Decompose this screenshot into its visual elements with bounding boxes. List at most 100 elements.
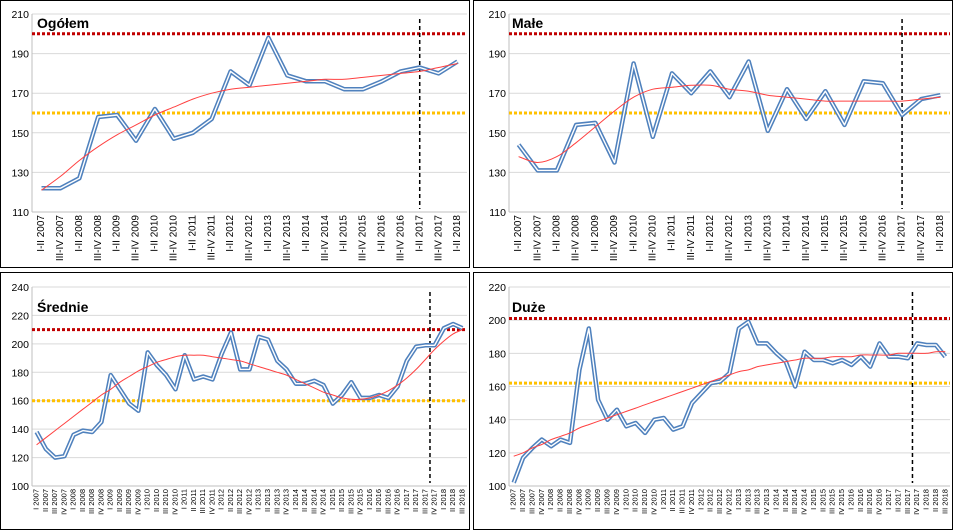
data-point-duze-1 xyxy=(522,457,524,459)
x-tick-duze-38: III 2016 xyxy=(865,489,874,514)
data-point-srednie-30 xyxy=(313,380,315,382)
x-tick-male-20: I-II 2017 xyxy=(897,215,908,252)
data-point-ogolem-17 xyxy=(362,88,364,90)
x-tick-srednie-37: II 2016 xyxy=(374,489,383,512)
y-tick-srednie-7: 240 xyxy=(11,282,29,294)
data-point-duze-42 xyxy=(907,358,909,360)
x-tick-duze-41: II 2017 xyxy=(893,489,902,512)
x-tick-duze-26: III 2013 xyxy=(753,489,762,514)
data-point-ogolem-12 xyxy=(268,37,270,39)
x-tick-duze-3: IV 2007 xyxy=(537,489,546,515)
data-point-duze-34 xyxy=(832,362,834,364)
data-point-srednie-23 xyxy=(249,369,251,371)
y-tick-duze-5: 200 xyxy=(488,315,506,327)
x-tick-srednie-15: IV 2010 xyxy=(170,489,179,515)
x-tick-duze-36: I 2016 xyxy=(846,489,855,510)
x-tick-srednie-42: III 2017 xyxy=(420,489,429,514)
data-point-srednie-41 xyxy=(415,346,417,348)
x-tick-duze-27: IV 2013 xyxy=(762,489,771,515)
y-tick-srednie-4: 180 xyxy=(11,367,29,379)
y-tick-duze-6: 220 xyxy=(488,282,506,294)
x-tick-ogolem-2: I-II 2008 xyxy=(74,215,85,252)
x-tick-duze-33: II 2015 xyxy=(818,489,827,512)
x-tick-srednie-9: II 2009 xyxy=(115,489,124,512)
x-tick-srednie-21: II 2012 xyxy=(226,489,235,512)
x-tick-duze-2: III 2007 xyxy=(527,489,536,514)
data-point-srednie-7 xyxy=(101,421,103,423)
x-tick-duze-12: I 2010 xyxy=(621,489,630,510)
x-tick-srednie-26: III 2013 xyxy=(272,489,281,514)
x-tick-ogolem-11: III-IV 2012 xyxy=(244,215,255,262)
data-point-srednie-14 xyxy=(165,374,167,376)
x-tick-srednie-8: I 2009 xyxy=(106,489,115,510)
x-tick-ogolem-0: I-II 2007 xyxy=(36,215,47,252)
data-point-duze-14 xyxy=(644,432,646,434)
x-tick-srednie-36: I 2016 xyxy=(365,489,374,510)
x-tick-male-14: I-II 2014 xyxy=(782,215,793,252)
x-tick-duze-17: II 2011 xyxy=(668,489,677,511)
x-tick-ogolem-20: I-II 2017 xyxy=(414,215,425,252)
panel-duze: 100 120 140 160 180 200 220 I 2007 II 2007 III 20… xyxy=(473,272,953,530)
data-point-duze-33 xyxy=(823,359,825,361)
y-tick-ogolem-5: 210 xyxy=(11,9,29,21)
data-point-srednie-32 xyxy=(332,403,334,405)
x-tick-duze-11: IV 2009 xyxy=(612,489,621,515)
series-core-ogolem xyxy=(41,37,458,189)
x-tick-duze-4: I 2008 xyxy=(546,489,555,510)
x-tick-srednie-18: III 2011 xyxy=(198,489,207,513)
data-point-srednie-46 xyxy=(462,327,464,329)
x-tick-duze-16: I 2011 xyxy=(659,489,668,509)
data-point-male-6 xyxy=(633,63,635,65)
y-tick-srednie-2: 140 xyxy=(11,424,29,436)
data-point-ogolem-2 xyxy=(78,178,80,180)
x-tick-male-1: III-IV 2007 xyxy=(532,215,543,262)
data-point-srednie-5 xyxy=(82,430,84,432)
y-tick-duze-1: 120 xyxy=(488,448,506,460)
x-tick-ogolem-14: I-II 2014 xyxy=(301,215,312,252)
x-tick-srednie-20: I 2012 xyxy=(217,489,226,510)
x-tick-ogolem-22: I-II 2018 xyxy=(452,215,463,252)
data-point-duze-6 xyxy=(569,442,571,444)
data-point-srednie-35 xyxy=(360,397,362,399)
y-tick-male-3: 170 xyxy=(488,88,506,100)
chart-male: 110 130 150 170 190 210 I-II 2007 III-IV 2007 I-… xyxy=(488,9,950,262)
data-point-ogolem-7 xyxy=(173,138,175,140)
x-tick-duze-6: III 2008 xyxy=(565,489,574,514)
x-tick-duze-10: III 2009 xyxy=(603,489,612,514)
y-tick-male-4: 190 xyxy=(488,49,506,61)
x-tick-ogolem-15: III-IV 2014 xyxy=(320,215,331,262)
data-point-ogolem-1 xyxy=(60,187,62,189)
x-tick-duze-44: I 2018 xyxy=(922,489,931,510)
data-point-srednie-31 xyxy=(323,384,325,386)
x-tick-duze-15: IV 2010 xyxy=(649,489,658,515)
data-point-duze-38 xyxy=(869,366,871,368)
data-point-ogolem-13 xyxy=(287,75,289,77)
x-tick-ogolem-8: I-II 2011 xyxy=(187,215,198,251)
x-tick-duze-37: II 2016 xyxy=(856,489,865,512)
x-tick-duze-1: II 2007 xyxy=(518,489,527,512)
panel-male: 110 130 150 170 190 210 I-II 2007 III-IV 2007 I-… xyxy=(473,0,953,268)
data-point-male-19 xyxy=(882,83,884,85)
data-point-ogolem-0 xyxy=(41,187,43,189)
x-tick-duze-34: III 2015 xyxy=(828,489,837,514)
x-tick-ogolem-13: III-IV 2013 xyxy=(282,215,293,262)
data-point-duze-9 xyxy=(597,399,599,401)
data-point-ogolem-15 xyxy=(324,81,326,83)
x-tick-duze-32: I 2015 xyxy=(809,489,818,510)
y-tick-duze-2: 140 xyxy=(488,415,506,427)
x-tick-srednie-4: I 2008 xyxy=(69,489,78,510)
data-point-male-11 xyxy=(729,96,731,98)
x-tick-srednie-1: II 2007 xyxy=(41,489,50,512)
data-point-srednie-2 xyxy=(54,457,56,459)
data-point-ogolem-3 xyxy=(97,116,99,118)
x-tick-ogolem-19: III-IV 2016 xyxy=(395,215,406,262)
data-point-srednie-17 xyxy=(193,379,195,381)
y-tick-srednie-6: 220 xyxy=(11,310,29,322)
x-tick-srednie-24: I 2013 xyxy=(254,489,263,510)
x-tick-male-13: III-IV 2013 xyxy=(762,215,773,262)
data-point-male-15 xyxy=(805,118,807,120)
x-tick-male-17: III-IV 2015 xyxy=(839,215,850,262)
x-tick-duze-42: III 2017 xyxy=(903,489,912,514)
x-tick-male-0: I-II 2007 xyxy=(513,215,524,252)
data-point-duze-23 xyxy=(729,372,731,374)
